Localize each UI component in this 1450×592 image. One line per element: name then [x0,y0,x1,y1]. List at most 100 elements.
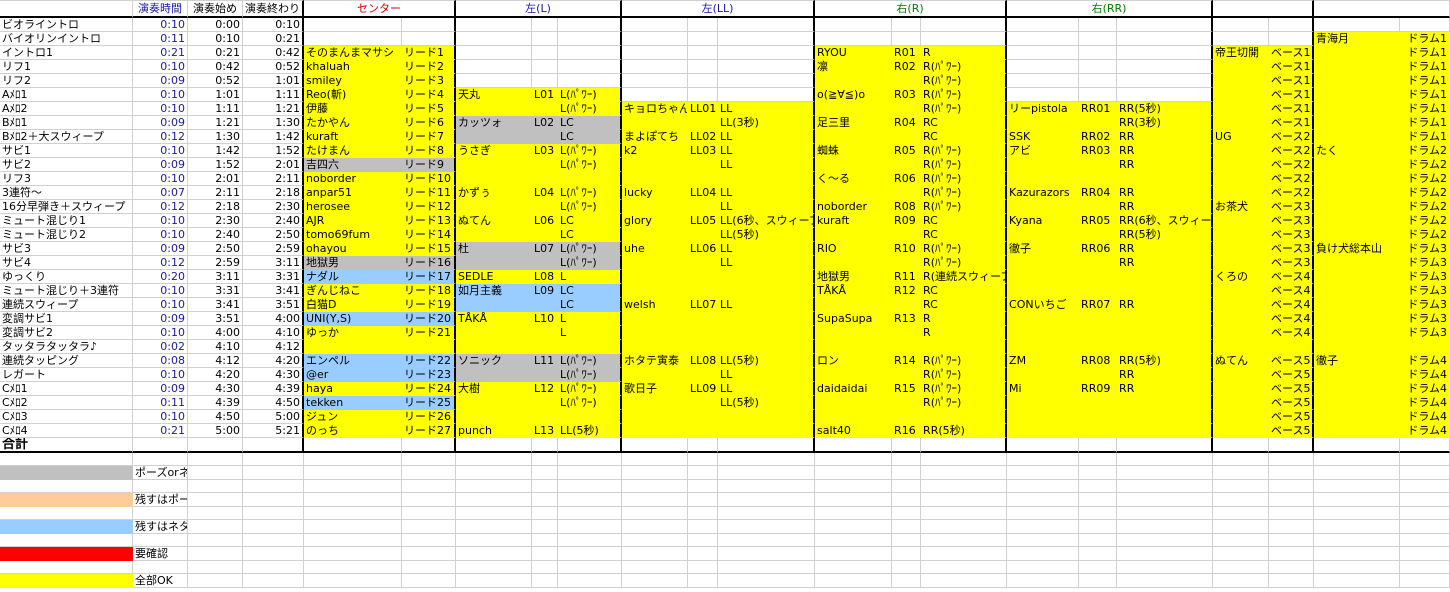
rr-type[interactable]: RR(5秒) [1117,102,1214,116]
center-player[interactable]: kuraft [304,130,402,144]
r-code[interactable]: R13 [892,312,922,326]
ll-type[interactable] [718,410,816,424]
l-type[interactable]: L(ﾊﾟﾜｰ) [558,200,623,214]
l-code[interactable]: L07 [532,242,558,256]
r-player[interactable] [815,130,893,144]
start-cell[interactable]: 2:01 [188,172,243,186]
duration-cell[interactable]: 0:21 [133,424,188,438]
cell[interactable] [1007,438,1080,453]
duration-cell[interactable]: 0:12 [133,200,188,214]
l-code[interactable] [532,298,558,312]
drum-code[interactable]: ドラム3 [1400,242,1450,256]
drum-code[interactable] [1400,340,1450,354]
l-code[interactable] [532,200,558,214]
rr-type[interactable]: RR [1117,298,1214,312]
cell[interactable] [1007,453,1080,466]
cell[interactable] [0,507,133,520]
cell[interactable] [1213,453,1270,466]
ll-code[interactable] [688,116,719,130]
duration-cell[interactable]: 0:10 [133,144,188,158]
r-code[interactable] [892,102,922,116]
start-cell[interactable]: 1:21 [188,116,243,130]
l-code[interactable] [532,158,558,172]
rr-type[interactable]: RR(5秒) [1117,228,1214,242]
l-player[interactable]: カッツォ [456,116,532,130]
center-player[interactable] [304,340,402,354]
ll-type[interactable] [718,312,816,326]
center-player[interactable]: smiley [304,74,402,88]
center-code[interactable]: リード2 [402,60,456,74]
ll-type[interactable]: LL [718,102,816,116]
cell[interactable] [1117,534,1214,547]
center-player[interactable]: ゆっか [304,326,402,340]
rr-player[interactable]: SSK [1007,130,1080,144]
cell[interactable] [1079,547,1118,561]
l-code[interactable]: L02 [532,116,558,130]
center-player[interactable]: herosee [304,200,402,214]
ll-code[interactable] [688,326,719,340]
cell[interactable] [243,547,304,561]
cell[interactable] [558,534,623,547]
drum-player[interactable] [1314,130,1401,144]
center-player[interactable]: ぎんじねこ [304,284,402,298]
duration-cell[interactable]: 0:20 [133,270,188,284]
center-player[interactable]: UNI(Y,S) [304,312,402,326]
end-cell[interactable]: 5:00 [243,410,304,424]
cell[interactable] [1269,480,1315,493]
drum-player[interactable] [1314,424,1401,438]
r-type[interactable]: RC [921,214,1008,228]
r-type[interactable]: R(ﾊﾟﾜｰ) [921,88,1008,102]
start-cell[interactable]: 4:50 [188,410,243,424]
duration-cell[interactable]: 0:10 [133,172,188,186]
rr-player[interactable] [1007,172,1080,186]
center-player[interactable]: 地獄男 [304,256,402,270]
r-type[interactable]: RC [921,228,1008,242]
cell[interactable] [304,534,402,547]
bass-code[interactable]: ベース3 [1269,228,1315,242]
cell[interactable] [1213,547,1270,561]
ll-type[interactable] [718,74,816,88]
section-name[interactable]: ミュート混じり＋3連符 [0,284,133,298]
l-player[interactable] [456,298,532,312]
l-player[interactable] [456,340,532,354]
drum-player[interactable] [1314,410,1401,424]
cell[interactable] [0,534,133,547]
drum-code[interactable]: ドラム3 [1400,284,1450,298]
cell[interactable] [1007,534,1080,547]
cell[interactable] [622,574,689,588]
rr-code[interactable] [1079,172,1118,186]
ll-code[interactable] [688,172,719,186]
section-name[interactable]: 3連符〜 [0,186,133,200]
r-code[interactable] [892,158,922,172]
rr-type[interactable]: RR(3秒) [1117,116,1214,130]
end-cell[interactable]: 1:52 [243,144,304,158]
center-player[interactable]: @er [304,368,402,382]
drum-player[interactable] [1314,284,1401,298]
cell[interactable] [1079,480,1118,493]
start-cell[interactable]: 3:11 [188,270,243,284]
ll-type[interactable] [718,46,816,60]
cell[interactable] [304,561,402,574]
rr-type[interactable] [1117,326,1214,340]
start-cell[interactable]: 4:39 [188,396,243,410]
section-name[interactable]: 変調サビ2 [0,326,133,340]
drum-player[interactable] [1314,326,1401,340]
rr-code[interactable]: RR01 [1079,102,1118,116]
r-code[interactable]: R08 [892,200,922,214]
drum-player[interactable] [1314,256,1401,270]
duration-cell[interactable]: 0:10 [133,214,188,228]
cell[interactable] [1314,480,1401,493]
rr-type[interactable]: RR(5秒) [1117,354,1214,368]
cell[interactable] [532,534,558,547]
rr-type[interactable] [1117,424,1214,438]
section-name[interactable]: Aﾒﾛ2 [0,102,133,116]
drum-code[interactable]: ドラム3 [1400,326,1450,340]
cell[interactable] [1314,493,1401,507]
r-code[interactable] [892,32,922,46]
rr-code[interactable] [1079,284,1118,298]
bass-code[interactable]: ベース1 [1269,60,1315,74]
cell[interactable] [892,507,922,520]
cell[interactable] [815,574,893,588]
start-cell[interactable]: 4:12 [188,354,243,368]
l-code[interactable]: L08 [532,270,558,284]
